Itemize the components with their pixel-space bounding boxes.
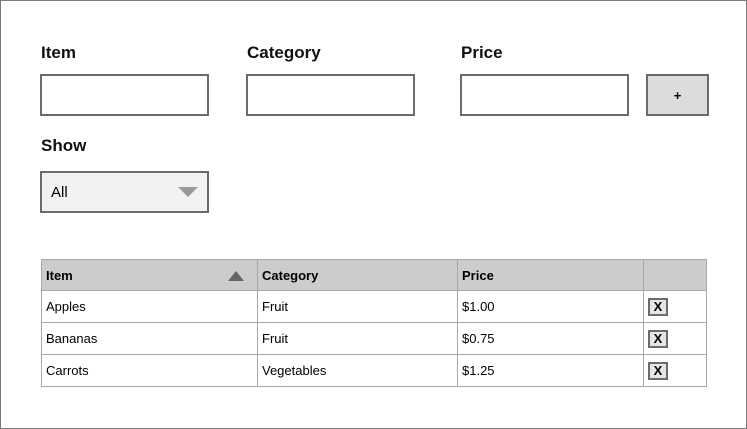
column-header-item[interactable]: Item [41,259,258,291]
sort-ascending-icon [228,271,244,281]
price-field-label: Price [461,43,503,62]
category-field-label: Category [247,43,321,62]
table-row: Apples Fruit $1.00 X [41,290,707,323]
cell-actions: X [643,354,707,387]
cell-item: Carrots [41,354,258,387]
delete-row-button[interactable]: X [648,297,668,316]
table-header-row: Item Category Price [41,259,707,291]
delete-row-button[interactable]: X [648,361,668,380]
column-header-price-label: Price [462,267,494,283]
table-row: Carrots Vegetables $1.25 X [41,354,707,387]
items-table: Item Category Price Apples Fruit $1.00 X [41,259,707,387]
show-filter-label: Show [41,136,87,155]
category-input[interactable] [246,74,415,116]
item-input[interactable] [40,74,209,116]
cell-item: Bananas [41,322,258,355]
price-input[interactable] [460,74,629,116]
column-header-price[interactable]: Price [457,259,644,291]
add-item-button[interactable]: + [646,74,709,116]
caret-down-icon [178,187,198,197]
table-row: Bananas Fruit $0.75 X [41,322,707,355]
delete-row-button[interactable]: X [648,329,668,348]
show-filter-select[interactable]: All [40,171,209,213]
cell-price: $0.75 [457,322,644,355]
cell-item: Apples [41,290,258,323]
column-header-item-label: Item [46,267,73,283]
column-header-category-label: Category [262,267,319,283]
cell-category: Vegetables [257,354,458,387]
show-filter-value: All [51,183,68,201]
item-field-label: Item [41,43,76,62]
cell-price: $1.25 [457,354,644,387]
column-header-category[interactable]: Category [257,259,458,291]
cell-price: $1.00 [457,290,644,323]
cell-category: Fruit [257,290,458,323]
cell-actions: X [643,322,707,355]
cell-actions: X [643,290,707,323]
column-header-actions [643,259,707,291]
cell-category: Fruit [257,322,458,355]
